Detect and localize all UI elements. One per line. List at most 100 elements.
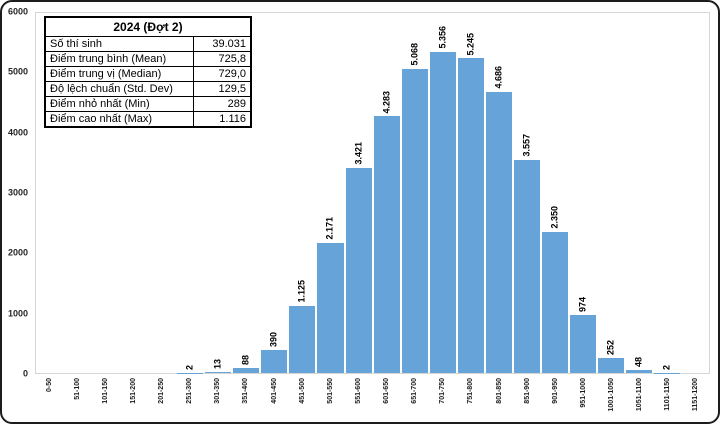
x-tick-cell: 251-300 — [176, 378, 204, 422]
bar-slot-301-350: 13 — [204, 13, 232, 373]
x-tick-label: 1001-1050 — [608, 378, 616, 412]
histogram-bar-801-850 — [485, 91, 512, 373]
x-tick-cell: 51-100 — [63, 378, 91, 422]
stat-value: 289 — [192, 96, 252, 112]
x-tick-cell: 951-1000 — [569, 378, 597, 422]
plot-area: 2 13 88 390 1.125 2.171 3.421 4.283 5.068 5.356 5.… — [35, 12, 710, 374]
x-tick-cell: 451-500 — [288, 378, 316, 422]
x-tick-cell: 201-250 — [148, 378, 176, 422]
x-tick-label: 201-250 — [158, 378, 166, 404]
bar-value-label: 4.686 — [493, 66, 504, 89]
stats-table-title: 2024 (Đợt 2) — [44, 16, 252, 37]
x-tick-cell: 601-650 — [373, 378, 401, 422]
bar-slot-551-600: 3.421 — [345, 13, 373, 373]
bar-value-label: 2 — [661, 364, 672, 370]
x-tick-label: 751-800 — [467, 378, 475, 404]
histogram-bar-651-700 — [401, 68, 428, 373]
x-tick-label: 151-200 — [129, 378, 137, 404]
x-tick-cell: 851-900 — [513, 378, 541, 422]
x-tick-label: 901-950 — [551, 378, 559, 404]
x-tick-cell: 701-750 — [429, 378, 457, 422]
x-tick-label: 1051-1100 — [636, 378, 644, 412]
stat-label: Điểm cao nhất (Max) — [44, 111, 194, 128]
bar-slot-701-750: 5.356 — [429, 13, 457, 373]
y-tick-label: 3000 — [7, 187, 28, 198]
stat-value: 725,8 — [192, 51, 252, 67]
histogram-bar-551-600 — [345, 167, 372, 373]
x-tick-label: 1101-1150 — [664, 378, 672, 411]
stat-label: Số thí sinh — [44, 36, 194, 52]
bar-value-label: 4.283 — [381, 90, 392, 114]
y-tick-label: 0 — [22, 368, 28, 379]
stat-label: Điểm nhỏ nhất (Min) — [44, 96, 194, 112]
x-tick-cell: 1151-1200 — [682, 378, 710, 422]
x-tick-cell: 1001-1050 — [598, 378, 626, 422]
x-tick-label: 0-50 — [45, 378, 53, 393]
bars-container: 2 13 88 390 1.125 2.171 3.421 4.283 5.068 5.356 5.… — [36, 13, 709, 373]
x-tick-label: 301-350 — [214, 378, 222, 404]
bar-value-label: 13 — [212, 359, 223, 370]
bar-value-label: 2 — [184, 364, 195, 370]
y-tick-label: 5000 — [7, 66, 28, 77]
histogram-bar-851-900 — [513, 159, 540, 373]
y-tick-label: 6000 — [7, 6, 28, 17]
stats-table: 2024 (Đợt 2) Số thí sinh 39.031 Điểm tru… — [44, 16, 252, 128]
x-tick-cell: 901-950 — [541, 378, 569, 422]
bar-slot-601-650: 4.283 — [373, 13, 401, 373]
bar-value-label: 88 — [240, 354, 251, 365]
bar-value-label: 2.171 — [324, 217, 335, 240]
bar-slot-501-550: 2.171 — [316, 13, 344, 373]
stat-value: 1.116 — [192, 111, 252, 128]
bar-slot-851-900: 3.557 — [513, 13, 541, 373]
bar-value-label: 3.421 — [353, 142, 364, 165]
bar-value-label: 5.245 — [465, 32, 476, 56]
x-tick-label: 451-500 — [298, 378, 306, 404]
stat-label: Điểm trung bình (Mean) — [44, 51, 194, 67]
histogram-bar-701-750 — [429, 51, 456, 373]
bar-slot-351-400: 88 — [232, 13, 260, 373]
x-tick-label: 51-100 — [73, 378, 81, 400]
stats-row-stddev: Độ lệch chuẩn (Std. Dev) 129,5 — [44, 81, 252, 97]
bar-value-label: 2.350 — [549, 206, 560, 229]
x-tick-cell: 0-50 — [35, 378, 63, 422]
bar-slot-901-950: 2.350 — [541, 13, 569, 373]
x-tick-label: 501-550 — [326, 378, 334, 404]
stats-row-median: Điểm trung vị (Median) 729,0 — [44, 66, 252, 82]
x-tick-label: 801-850 — [495, 378, 503, 404]
x-tick-cell: 151-200 — [119, 378, 147, 422]
bar-value-label: 5.356 — [437, 26, 448, 49]
bar-slot-751-800: 5.245 — [457, 13, 485, 373]
x-tick-label: 951-1000 — [579, 378, 587, 408]
histogram-bar-1001-1050 — [597, 357, 624, 373]
stats-table-header-row: 2024 (Đợt 2) — [44, 16, 252, 37]
histogram-bar-501-550 — [317, 242, 344, 373]
x-tick-label: 651-700 — [411, 378, 419, 404]
bar-value-label: 252 — [605, 339, 616, 355]
x-tick-cell: 751-800 — [457, 378, 485, 422]
y-tick-label: 4000 — [7, 127, 28, 138]
x-tick-cell: 351-400 — [232, 378, 260, 422]
stats-row-candidates: Số thí sinh 39.031 — [44, 36, 252, 52]
bar-slot-801-850: 4.686 — [485, 13, 513, 373]
stat-value: 729,0 — [192, 66, 252, 82]
bar-slot-651-700: 5.068 — [401, 13, 429, 373]
x-tick-label: 101-150 — [101, 378, 109, 404]
stat-label: Điểm trung vị (Median) — [44, 66, 194, 82]
x-tick-cell: 501-550 — [316, 378, 344, 422]
x-tick-label: 551-600 — [354, 378, 362, 404]
x-axis: 0-50 51-100 101-150 151-200 201-250 251-300 30… — [35, 378, 710, 422]
histogram-bar-401-450 — [261, 349, 288, 373]
bar-value-label: 1.125 — [296, 279, 307, 303]
bar-slot-1051-1100: 48 — [625, 13, 653, 373]
histogram-bar-951-1000 — [569, 314, 596, 373]
x-tick-label: 851-900 — [523, 378, 531, 404]
histogram-bar-751-800 — [457, 58, 484, 373]
x-tick-label: 601-650 — [383, 378, 391, 404]
bar-slot-451-500: 1.125 — [288, 13, 316, 373]
x-tick-cell: 1101-1150 — [654, 378, 682, 422]
bar-slot-1001-1050: 252 — [597, 13, 625, 373]
histogram-bar-1051-1100 — [625, 370, 653, 373]
stats-row-mean: Điểm trung bình (Mean) 725,8 — [44, 51, 252, 67]
x-tick-cell: 651-700 — [401, 378, 429, 422]
